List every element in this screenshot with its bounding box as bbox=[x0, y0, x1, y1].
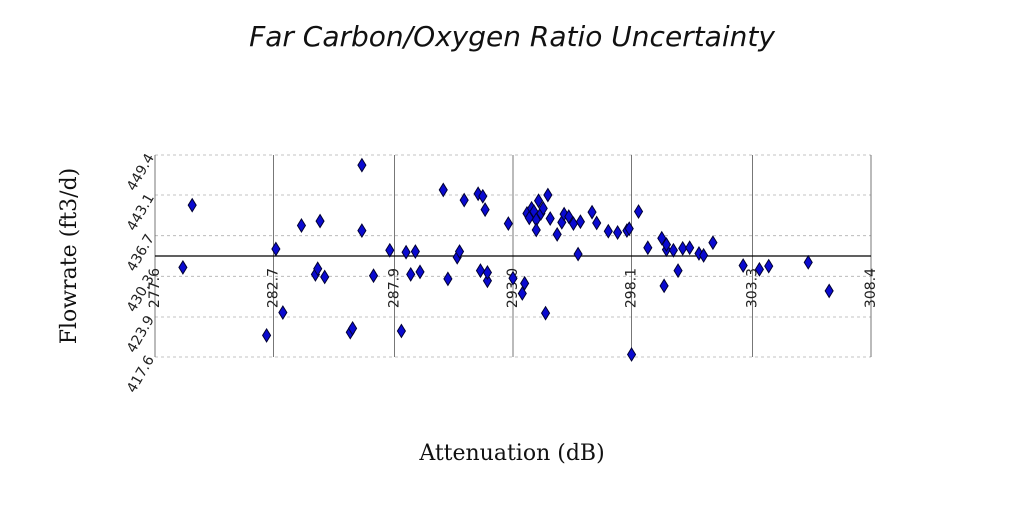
x-tick-label: 287.9 bbox=[386, 268, 402, 308]
x-tick-label: 308.4 bbox=[863, 268, 879, 308]
data-point bbox=[533, 193, 544, 209]
data-point bbox=[668, 242, 678, 258]
data-point bbox=[348, 320, 358, 336]
data-point bbox=[626, 347, 637, 362]
data-point bbox=[678, 240, 688, 256]
data-point bbox=[573, 246, 583, 262]
data-point bbox=[320, 269, 330, 285]
data-point bbox=[454, 244, 465, 260]
x-axis-label: Attenuation (dB) bbox=[418, 441, 604, 466]
x-tick-label: 277.6 bbox=[147, 268, 163, 308]
data-point bbox=[764, 258, 774, 274]
data-point bbox=[459, 192, 469, 208]
data-point bbox=[396, 323, 407, 339]
chart-title: Far Carbon/Oxygen Ratio Uncertainty bbox=[249, 20, 775, 53]
data-point bbox=[482, 273, 493, 289]
data-point bbox=[543, 187, 553, 203]
data-point bbox=[673, 263, 683, 279]
data-point bbox=[482, 265, 493, 280]
data-point bbox=[313, 261, 323, 277]
data-point bbox=[613, 225, 623, 240]
x-tick-label: 298.1 bbox=[624, 268, 640, 308]
data-point bbox=[531, 222, 541, 238]
data-point bbox=[178, 259, 188, 275]
x-tick-label: 282.7 bbox=[266, 268, 282, 308]
y-tick-label: 443.1 bbox=[124, 191, 158, 234]
data-point bbox=[587, 204, 597, 220]
data-point bbox=[603, 223, 613, 239]
data-point bbox=[699, 247, 709, 263]
y-tick-label: 449.4 bbox=[124, 151, 158, 194]
data-point bbox=[738, 258, 748, 273]
data-point bbox=[564, 209, 574, 225]
data-point bbox=[410, 244, 420, 260]
data-point bbox=[271, 241, 281, 257]
data-point bbox=[443, 271, 453, 287]
data-point bbox=[708, 235, 718, 251]
data-point bbox=[406, 266, 416, 282]
y-tick-label: 436.7 bbox=[124, 232, 158, 275]
data-point bbox=[661, 237, 672, 253]
data-point bbox=[357, 223, 367, 239]
data-point bbox=[187, 197, 197, 213]
data-point bbox=[575, 214, 586, 230]
y-tick-label: 417.6 bbox=[124, 353, 158, 396]
data-point bbox=[538, 200, 548, 216]
data-point bbox=[540, 305, 551, 321]
data-point bbox=[503, 216, 513, 232]
data-point bbox=[438, 182, 448, 198]
data-point bbox=[415, 264, 425, 280]
data-point bbox=[552, 226, 562, 242]
data-point bbox=[478, 188, 488, 204]
data-point bbox=[545, 211, 555, 226]
data-point bbox=[315, 213, 325, 229]
data-point bbox=[754, 261, 765, 277]
y-tick-label: 423.9 bbox=[124, 313, 158, 356]
data-point bbox=[624, 221, 634, 237]
data-point bbox=[401, 244, 411, 260]
data-point bbox=[643, 240, 653, 256]
data-point bbox=[508, 270, 518, 286]
x-tick-label: 303.3 bbox=[744, 268, 760, 308]
data-point bbox=[824, 283, 834, 299]
data-point bbox=[685, 240, 695, 256]
data-point bbox=[475, 263, 486, 279]
data-point bbox=[261, 327, 272, 343]
data-point bbox=[278, 305, 288, 320]
data-point bbox=[633, 204, 644, 219]
data-point bbox=[517, 286, 527, 301]
data-point bbox=[659, 278, 669, 294]
y-axis-label: Flowrate (ft3/d) bbox=[57, 168, 82, 345]
data-point bbox=[357, 157, 367, 173]
data-point bbox=[296, 218, 307, 233]
data-point bbox=[592, 215, 602, 231]
data-point bbox=[368, 268, 379, 284]
data-point bbox=[480, 202, 490, 218]
data-point bbox=[385, 242, 395, 258]
data-points bbox=[178, 157, 834, 362]
data-point bbox=[520, 275, 530, 291]
data-point bbox=[803, 254, 813, 270]
